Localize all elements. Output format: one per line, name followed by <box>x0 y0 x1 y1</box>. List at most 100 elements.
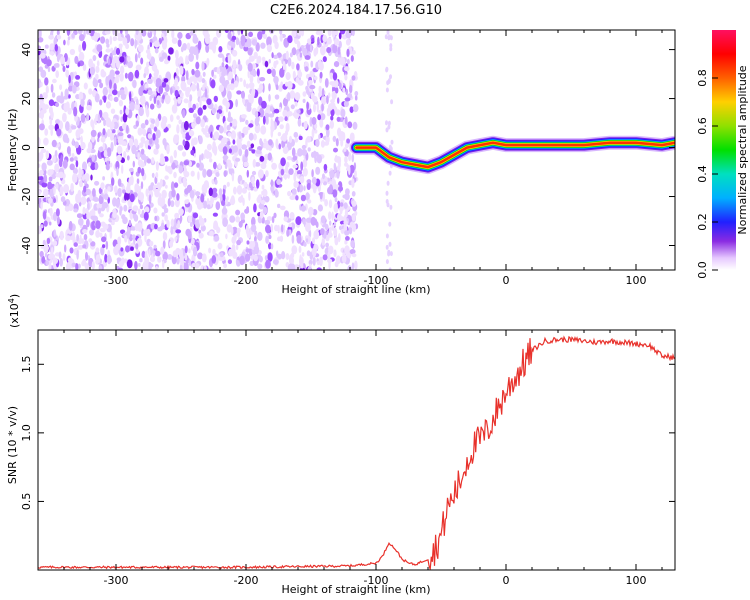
heatmap-noise-cell <box>300 108 304 114</box>
heatmap-noise-cell <box>136 115 140 122</box>
heatmap-noise-cell <box>174 198 180 208</box>
heatmap-noise-cell <box>53 185 56 195</box>
heatmap-noise-cell <box>268 234 272 240</box>
heatmap-noise-cell <box>76 213 83 219</box>
heatmap-noise-cell <box>307 147 311 152</box>
heatmap-noise-cell <box>141 250 146 258</box>
heatmap-noise-cell <box>105 240 109 250</box>
heatmap-noise-cell <box>300 161 304 171</box>
colorbar-tick-label: 0.8 <box>696 69 709 87</box>
heatmap-noise-cell <box>62 65 66 72</box>
heatmap-noise-cell <box>200 224 206 232</box>
heatmap-noise-cell <box>92 55 97 61</box>
heatmap-noise-cell <box>211 191 218 198</box>
heatmap-noise-cell <box>176 124 180 134</box>
heatmap-noise-cell <box>146 228 151 236</box>
heatmap-noise-cell <box>268 139 273 146</box>
heatmap-noise-cell <box>305 217 312 223</box>
heatmap-noise-cell <box>295 216 302 226</box>
heatmap-noise-cell <box>261 184 265 190</box>
heatmap-noise-cell <box>270 223 274 233</box>
heatmap-noise-cell <box>314 123 318 129</box>
heatmap-noise-cell <box>255 42 260 52</box>
heatmap-noise-cell <box>268 242 272 250</box>
heatmap-noise-cell <box>53 198 57 204</box>
heatmap-noise-cell <box>288 168 294 176</box>
heatmap-noise-cell <box>132 205 139 212</box>
heatmap-noise-cell <box>164 214 168 222</box>
heatmap-noise-cell <box>76 249 79 260</box>
heatmap-noise-cell <box>40 81 43 88</box>
heatmap-noise-cell <box>112 30 115 36</box>
heatmap-noise-cell <box>109 162 113 168</box>
heatmap-noise-cell <box>350 55 354 62</box>
heatmap-noise-cell <box>81 238 85 245</box>
heatmap-noise-cell <box>99 146 104 153</box>
heatmap-noise-cell <box>268 146 272 151</box>
heatmap-noise-cell <box>281 251 286 260</box>
heatmap-noise-cell <box>329 220 332 226</box>
heatmap-noise-cell <box>68 203 74 212</box>
heatmap-noise-cell <box>237 140 242 149</box>
heatmap-noise-cell <box>338 32 342 40</box>
heatmap-noise-cell <box>262 206 268 215</box>
heatmap-noise-cell <box>157 196 162 206</box>
heatmap-noise-cell <box>229 83 235 91</box>
heatmap-noise-cell <box>306 182 311 190</box>
heatmap-noise-cell <box>269 105 274 112</box>
heatmap-noise-cell <box>343 100 349 108</box>
heatmap-noise-cell <box>229 197 236 206</box>
heatmap-noise-cell <box>339 56 346 66</box>
heatmap-noise-cell <box>64 88 69 98</box>
heatmap-noise-cell <box>385 259 389 265</box>
heatmap-noise-cell <box>159 155 166 165</box>
heatmap-noise-cell <box>197 107 203 116</box>
heatmap-noise-cell <box>79 169 83 175</box>
heatmap-noise-cell <box>261 100 267 109</box>
heatmap-noise-cell <box>238 131 242 140</box>
heatmap-noise-cell <box>324 78 329 88</box>
heatmap-noise-cell <box>119 56 125 63</box>
heatmap-noise-cell <box>128 168 134 172</box>
heatmap-noise-cell <box>322 192 326 202</box>
heatmap-noise-cell <box>201 253 207 263</box>
heatmap-noise-cell <box>126 182 131 188</box>
heatmap-noise-cell <box>205 44 210 53</box>
heatmap-noise-cell <box>264 219 271 225</box>
heatmap-noise-cell <box>52 154 56 163</box>
heatmap-noise-cell <box>148 30 151 33</box>
heatmap-noise-cell <box>73 242 78 247</box>
heatmap-noise-cell <box>46 237 51 245</box>
heatmap-noise-cell <box>247 70 250 79</box>
heatmap-noise-cell <box>85 251 88 261</box>
heatmap-noise-cell <box>291 188 297 195</box>
heatmap-noise-cell <box>351 30 355 37</box>
heatmap-noise-cell <box>39 99 43 105</box>
heatmap-noise-cell <box>125 245 130 253</box>
heatmap-noise-cell <box>302 158 308 168</box>
heatmap-noise-cell <box>69 48 76 56</box>
heatmap-noise-cell <box>141 228 144 237</box>
heatmap-noise-cell <box>205 132 211 138</box>
heatmap-noise-cell <box>247 62 253 72</box>
heatmap-noise-cell <box>322 56 327 63</box>
heatmap-noise-cell <box>305 222 311 232</box>
heatmap-noise-cell <box>89 66 96 76</box>
heatmap-noise-cell <box>94 161 98 171</box>
heatmap-noise-cell <box>95 230 100 238</box>
heatmap-noise-cell <box>86 218 90 228</box>
heatmap-noise-cell <box>287 263 294 270</box>
heatmap-noise-cell <box>77 30 83 35</box>
heatmap-noise-cell <box>265 259 271 269</box>
heatmap-noise-cell <box>300 194 306 202</box>
heatmap-noise-cell <box>53 211 57 222</box>
heatmap-noise-cell <box>97 137 100 143</box>
heatmap-noise-cell <box>337 97 340 104</box>
heatmap-noise-cell <box>152 133 156 141</box>
heatmap-noise-cell <box>249 74 254 84</box>
heatmap-noise-cell <box>77 244 84 250</box>
heatmap-noise-cell <box>117 32 121 41</box>
heatmap-noise-cell <box>120 116 123 122</box>
heatmap-noise-cell <box>157 227 163 232</box>
heatmap-noise-cell <box>274 188 279 198</box>
